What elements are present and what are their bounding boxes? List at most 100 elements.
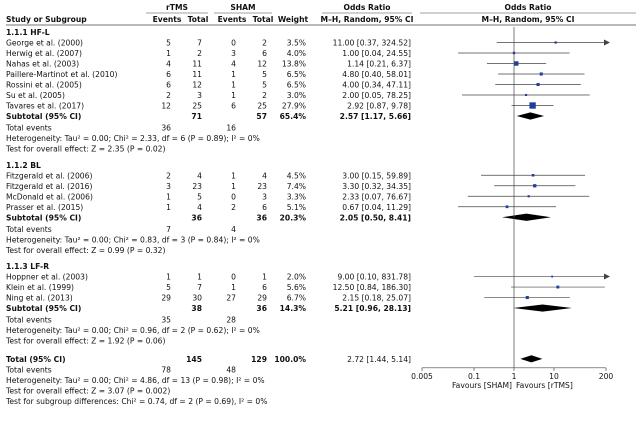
rtms-events: 2 [166,171,171,180]
study-point-marker [531,174,535,177]
study-point-marker [556,285,560,289]
study-or-ci: 3.00 [0.15, 59.89] [342,171,411,180]
rtms-events: 1 [166,273,171,282]
study-point-marker [551,275,554,278]
rtms-events: 3 [166,182,171,191]
header-events2: Events [218,15,247,24]
header-or-right: Odds Ratio [505,3,552,12]
rtms-events: 6 [166,81,171,90]
heterogeneity-text: Heterogeneity: Tau² = 0.00; Chi² = 2.33,… [6,134,260,143]
header-study: Study or Subgroup [6,15,87,24]
total-weight: 100.0% [274,355,306,364]
study-weight: 4.5% [287,171,306,180]
rtms-events: 1 [166,192,171,201]
rtms-events: 5 [166,283,171,292]
study-weight: 13.8% [282,60,306,69]
study-weight: 3.5% [287,39,306,48]
sham-total: 2 [262,39,267,48]
study-ci-line-arrow [604,273,610,280]
study-or-ci: 3.30 [0.32, 34.35] [342,182,411,191]
study-name: Paillere-Martinot et al. (2010) [6,70,117,79]
rtms-total: 11 [192,60,202,69]
subtotal-sham-total: 57 [256,112,267,121]
x-tick-label: 1 [512,372,517,381]
study-weight: 3.0% [287,91,306,100]
heterogeneity-text: Heterogeneity: Tau² = 0.00; Chi² = 0.83,… [6,235,260,244]
overall-effect-text: Test for overall effect: Z = 2.35 (P = 0… [5,145,165,154]
subgroup-label: 1.1.3 LF-R [6,262,49,271]
total-sham-total: 129 [251,355,267,364]
header-events1: Events [153,15,182,24]
sham-total: 3 [262,192,267,201]
sham-total: 4 [262,171,267,180]
subtotal-label: Subtotal (95% CI) [6,112,81,121]
total-events-label: Total events [5,124,52,133]
study-weight: 6.5% [287,81,306,90]
subtotal-weight: 20.3% [280,213,307,222]
sham-total: 2 [262,91,267,100]
sham-total: 23 [257,182,267,191]
study-name: Rossini et al. (2005) [6,81,82,90]
overall-effect-total-text: Test for overall effect: Z = 3.07 (P = 0… [5,386,170,395]
sham-total: 6 [262,203,267,212]
sham-events: 1 [231,171,236,180]
study-weight: 5.6% [287,283,306,292]
study-point-marker [524,93,528,97]
overall-effect-text: Test for overall effect: Z = 0.99 (P = 0… [5,246,165,255]
total-events-sham: 16 [226,124,236,133]
study-weight: 7.4% [287,182,306,191]
study-or-ci: 4.80 [0.40, 58.01] [342,70,411,79]
favours-rtms-label: Favours [rTMS] [516,381,573,390]
subtotal-rtms-total: 71 [191,112,202,121]
study-or-ci: 2.00 [0.05, 78.25] [342,91,411,100]
subtotal-sham-total: 36 [256,304,267,313]
study-or-ci: 11.00 [0.37, 324.52] [333,39,411,48]
study-name: Hoppner et al. (2003) [6,273,88,282]
sham-total: 5 [262,81,267,90]
subgroup-label: 1.1.2 BL [6,161,41,170]
subtotal-diamond [516,112,545,120]
study-point-marker [514,61,519,66]
rtms-events: 1 [166,203,171,212]
study-point-marker [525,295,529,300]
sham-total: 6 [262,283,267,292]
subtotal-rtms-total: 36 [191,213,202,222]
sham-events: 4 [231,60,236,69]
study-point-marker [554,41,557,44]
rtms-total: 4 [197,203,202,212]
rtms-total: 11 [192,70,202,79]
subtotal-sham-total: 36 [256,213,267,222]
study-point-marker [527,195,530,198]
total-or-ci: 2.72 [1.44, 5.14] [347,355,411,364]
study-or-ci: 2.92 [0.87, 9.78] [347,102,411,111]
rtms-total: 7 [197,283,202,292]
header-rtms: rTMS [166,3,188,12]
study-name: Herwig et al. (2007) [6,49,82,58]
study-point-marker [536,82,540,87]
sham-events: 0 [231,192,236,201]
subgroup-label: 1.1.1 HF-L [6,28,50,37]
header-weight: Weight [278,15,309,24]
study-name: Nahas et al. (2003) [6,60,79,69]
study-weight: 4.0% [287,49,306,58]
sham-events: 6 [231,102,236,111]
rtms-events: 29 [161,294,171,303]
subtotal-or-ci: 5.21 [0.96, 28.13] [334,304,411,313]
study-weight: 6.7% [287,294,306,303]
study-or-ci: 1.14 [0.21, 6.37] [347,60,411,69]
overall-events-label: Total events [5,365,52,374]
favours-sham-label: Favours [SHAM] [452,381,512,390]
sham-total: 12 [257,60,267,69]
study-point-marker [539,72,543,76]
sham-total: 6 [262,49,267,58]
total-events-sham: 28 [226,316,236,325]
subtotal-label: Subtotal (95% CI) [6,304,81,313]
study-or-ci: 12.50 [0.84, 186.30] [333,283,411,292]
rtms-events: 6 [166,70,171,79]
x-tick-label: 200 [599,372,614,381]
study-name: Su et al. (2005) [6,91,65,100]
total-events-rtms: 36 [161,124,171,133]
rtms-total: 30 [192,294,202,303]
total-events-sham: 4 [231,225,236,234]
